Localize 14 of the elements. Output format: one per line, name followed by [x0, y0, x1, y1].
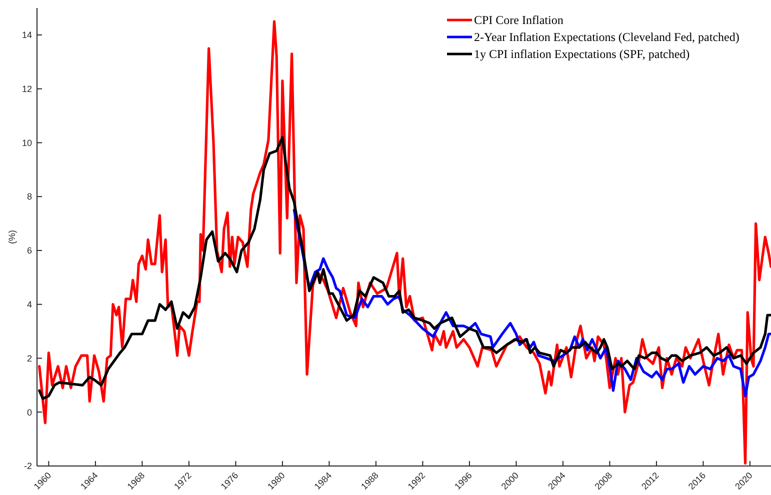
line-series: [38, 136, 771, 400]
y-tick-label: 4: [26, 300, 32, 310]
y-tick-label: 6: [26, 246, 32, 256]
y-tick-label: 2: [26, 353, 32, 364]
y-tick-label: 8: [26, 192, 32, 202]
y-tick-label: 0: [26, 407, 32, 418]
legend-label: 1y CPI inflation Expectations (SPF, patched): [474, 47, 690, 62]
legend-label: 2-Year Inflation Expectations (Cleveland Fed, patched): [474, 30, 740, 44]
y-tick-label: 12: [22, 84, 32, 94]
y-axis-title: (%): [7, 230, 17, 244]
y-tick-label: -2: [24, 461, 32, 472]
legend-label: CPI Core Inflation: [474, 13, 564, 28]
y-tick-label: 10: [22, 138, 32, 148]
y-tick-label: 14: [22, 30, 32, 40]
